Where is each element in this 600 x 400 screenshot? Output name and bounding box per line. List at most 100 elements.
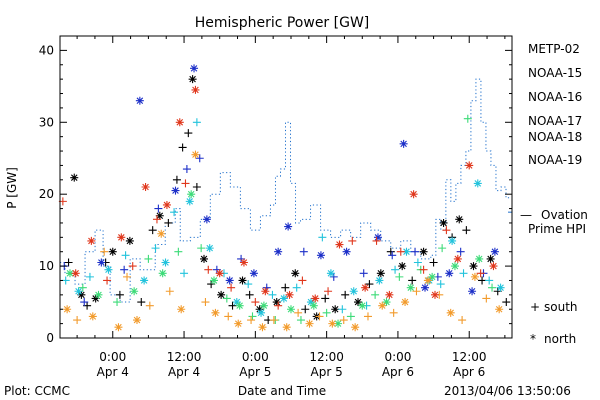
north-point — [257, 308, 266, 317]
north-point — [486, 254, 495, 263]
north-point — [331, 305, 340, 314]
north-point — [385, 290, 394, 299]
x-tick-time-label: 0:00 — [99, 350, 126, 364]
south-point — [180, 269, 189, 278]
north-point — [108, 247, 117, 256]
legend-entry-noaa-19: NOAA-19 — [528, 153, 582, 167]
south-point — [463, 114, 472, 123]
north-point — [65, 269, 74, 278]
south-point — [113, 298, 122, 307]
south-point — [144, 254, 153, 263]
south-point — [296, 316, 305, 325]
south-point — [100, 247, 109, 256]
south-point — [245, 290, 254, 299]
x-tick-date-label: Apr 5 — [311, 365, 343, 379]
south-point — [228, 301, 237, 310]
south-point — [192, 118, 201, 127]
south-point — [298, 276, 307, 285]
north-point — [135, 96, 144, 105]
north-point — [423, 276, 432, 285]
north-point — [311, 294, 320, 303]
south-point — [61, 276, 70, 285]
south-point — [222, 294, 231, 303]
south-point — [436, 280, 445, 289]
x-axis-label: Date and Time — [238, 384, 326, 398]
south-point — [459, 269, 468, 278]
north-point — [71, 269, 80, 278]
plot-frame — [59, 35, 513, 339]
south-point — [181, 179, 190, 188]
north-point — [309, 301, 318, 310]
x-tick-date-label: Apr 4 — [168, 365, 200, 379]
south-point — [165, 287, 174, 296]
north-point — [88, 312, 97, 321]
north-point — [161, 258, 170, 267]
ovation-hpi-layer — [60, 78, 513, 303]
y-axis-label: P [GW] — [5, 167, 19, 209]
north-point — [465, 161, 474, 170]
legend-ovation-dash: — — [520, 208, 532, 222]
chart-title: Hemispheric Power [GW] — [195, 15, 370, 31]
legend-south-label: south — [544, 300, 578, 314]
south-point — [154, 204, 163, 213]
north-point — [232, 298, 241, 307]
south-point — [502, 298, 511, 307]
north-point — [97, 258, 106, 267]
south-point — [78, 283, 87, 292]
north-point — [141, 183, 150, 191]
south-point — [274, 301, 283, 310]
south-point — [269, 316, 278, 325]
north-point — [258, 323, 267, 332]
south-point — [152, 215, 161, 224]
north-point — [130, 287, 139, 296]
y-tick-label: 10 — [39, 259, 54, 273]
north-point — [445, 269, 454, 278]
south-point — [247, 316, 256, 325]
south-point — [363, 312, 372, 321]
x-tick-date-label: Apr 6 — [453, 365, 485, 379]
x-tick-time-label: 0:00 — [384, 350, 411, 364]
north-point — [358, 301, 367, 310]
south-point — [294, 308, 303, 317]
north-point — [190, 64, 199, 73]
south-point — [458, 316, 467, 325]
south-point — [103, 276, 112, 285]
north-point — [175, 118, 184, 127]
north-point — [326, 269, 335, 278]
legend: METP-02 NOAA-15 NOAA-16 NOAA-17 NOAA-18 … — [520, 42, 588, 346]
north-point — [187, 190, 196, 199]
south-point — [201, 298, 210, 307]
north-point — [373, 233, 382, 242]
south-point — [419, 265, 428, 274]
south-point — [456, 247, 465, 256]
y-tick-label: 30 — [39, 115, 54, 129]
north-point — [70, 173, 79, 182]
x-tick-date-label: Apr 5 — [239, 365, 271, 379]
legend-entry-noaa-18: NOAA-18 — [528, 130, 582, 144]
south-point — [341, 290, 350, 299]
north-point — [398, 262, 407, 271]
ovation-hpi-line — [60, 78, 513, 303]
north-point — [473, 179, 482, 188]
x-tick-time-label: 12:00 — [452, 350, 487, 364]
north-point — [87, 236, 96, 245]
south-point — [204, 265, 213, 274]
north-point — [77, 290, 86, 299]
north-point — [401, 298, 410, 307]
south-point — [339, 316, 348, 325]
north-point — [409, 190, 418, 199]
north-point — [406, 283, 415, 292]
north-point — [291, 269, 300, 278]
y-tick-label: 20 — [39, 187, 54, 201]
north-point — [140, 276, 149, 285]
north-point — [155, 211, 164, 220]
north-point — [272, 298, 281, 307]
south-point — [151, 244, 160, 253]
south-point — [365, 280, 374, 289]
north-point — [171, 186, 180, 195]
south-point — [476, 269, 485, 278]
north-point — [185, 197, 194, 206]
north-point — [63, 305, 72, 314]
north-point — [279, 294, 288, 303]
north-point — [402, 247, 411, 256]
